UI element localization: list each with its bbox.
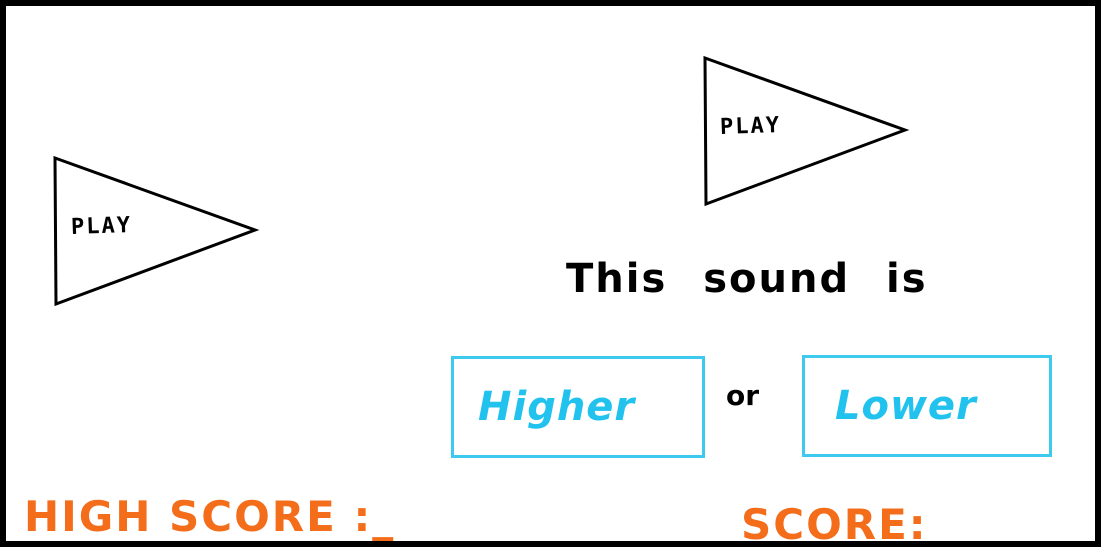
play-button-right[interactable]: PLAY xyxy=(700,54,910,209)
score-text: SCORE: xyxy=(741,500,928,549)
play-label-right: PLAY xyxy=(720,113,782,140)
question-text: This sound is xyxy=(566,256,928,302)
play-label-left: PLAY xyxy=(71,213,133,240)
lower-label: Lower xyxy=(835,383,977,429)
high-score-text: HIGH SCORE :_ xyxy=(24,492,395,541)
lower-button[interactable]: Lower xyxy=(802,355,1052,457)
or-text: or xyxy=(726,379,759,412)
higher-button[interactable]: Higher xyxy=(451,356,705,458)
higher-label: Higher xyxy=(478,384,635,430)
play-button-left[interactable]: PLAY xyxy=(51,154,261,309)
